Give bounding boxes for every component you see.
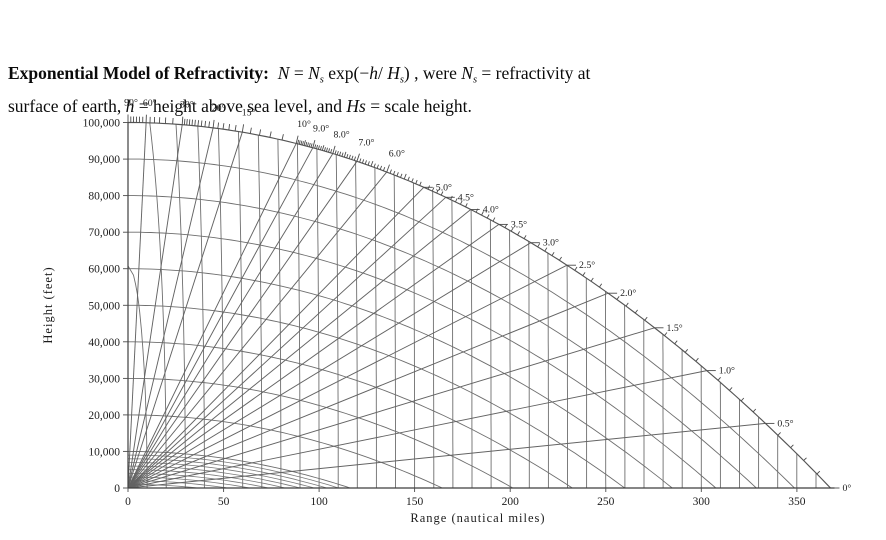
caption-text: h <box>369 63 378 83</box>
angle-label: 7.0° <box>358 137 374 148</box>
axis-label: 100,000 <box>83 118 121 130</box>
angle-label: 2.0° <box>620 288 636 299</box>
angle-label: 3.5° <box>511 219 527 230</box>
height-contour-lines <box>128 159 794 488</box>
angle-label: 20° <box>212 103 226 114</box>
axis-label: 50,000 <box>88 300 120 312</box>
angle-tick-marks <box>128 115 840 489</box>
angle-label: 8.0° <box>334 129 350 140</box>
angle-label: 15° <box>242 108 256 119</box>
axis-label: 10,000 <box>88 446 120 458</box>
angle-label: 9.0° <box>313 124 329 135</box>
angle-label: 0° <box>843 483 852 494</box>
caption-text: / <box>378 63 387 83</box>
axis-label: 80,000 <box>88 191 120 203</box>
axis-label: 250 <box>597 496 615 508</box>
axis-label: Range (nautical miles) <box>410 511 545 525</box>
axis-label: 40,000 <box>88 337 120 349</box>
axis-label: 60,000 <box>88 264 120 276</box>
axis-label: Height (feet) <box>41 266 55 343</box>
axis-label: 100 <box>310 496 328 508</box>
y-axis: 0 10,000 20,000 30,000 40,000 50,000 60,000 70,… <box>41 118 128 496</box>
axis-label: 50 <box>218 496 230 508</box>
axis-label: 30,000 <box>88 373 120 385</box>
caption-text: Exponential Model of Refractivity: <box>8 63 278 83</box>
angle-label: 4.5° <box>458 192 474 203</box>
x-axis: 0 50 100 150 200 250 300 350 Range (nautical mil… <box>125 488 834 525</box>
caption-text: = <box>289 63 308 83</box>
caption-text: ) , were <box>404 63 461 83</box>
angle-label: 4.0° <box>483 205 499 216</box>
axis-label: 0 <box>114 483 120 495</box>
caption-text: H <box>387 63 400 83</box>
coverage-chart: 90° 60° 30° 20° 15° 10°9.0° 8.0° 7.0° 6.0° 5.0° 4.… <box>0 90 886 535</box>
angle-label: 0.5° <box>777 418 793 429</box>
axis-label: 0 <box>125 496 131 508</box>
angle-label: 90° <box>124 98 138 109</box>
angle-label: 1.5° <box>667 323 683 334</box>
range-arc-lines <box>128 123 816 488</box>
caption-text: = refractivity at <box>477 63 590 83</box>
angle-label: 1.0° <box>719 366 735 377</box>
angle-label: 10° <box>297 119 311 130</box>
angle-label: 3.0° <box>543 238 559 249</box>
caption-text: N <box>278 63 290 83</box>
coverage-chart-svg: 90° 60° 30° 20° 15° 10°9.0° 8.0° 7.0° 6.0° 5.0° 4.… <box>0 90 886 535</box>
caption-text: N <box>461 63 473 83</box>
caption-text: exp(− <box>324 63 369 83</box>
axis-label: 90,000 <box>88 154 120 166</box>
axis-label: 70,000 <box>88 227 120 239</box>
angle-label: 6.0° <box>389 148 405 159</box>
angle-label: 2.5° <box>579 260 595 271</box>
angle-label: 5.0° <box>436 182 452 193</box>
axis-label: 150 <box>406 496 424 508</box>
axis-label: 300 <box>693 496 711 508</box>
axis-label: 350 <box>788 496 806 508</box>
axis-label: 20,000 <box>88 410 120 422</box>
angle-label: 60° <box>143 98 157 109</box>
angle-label: 30° <box>180 100 194 111</box>
axis-label: 200 <box>502 496 520 508</box>
caption-text: N <box>308 63 320 83</box>
